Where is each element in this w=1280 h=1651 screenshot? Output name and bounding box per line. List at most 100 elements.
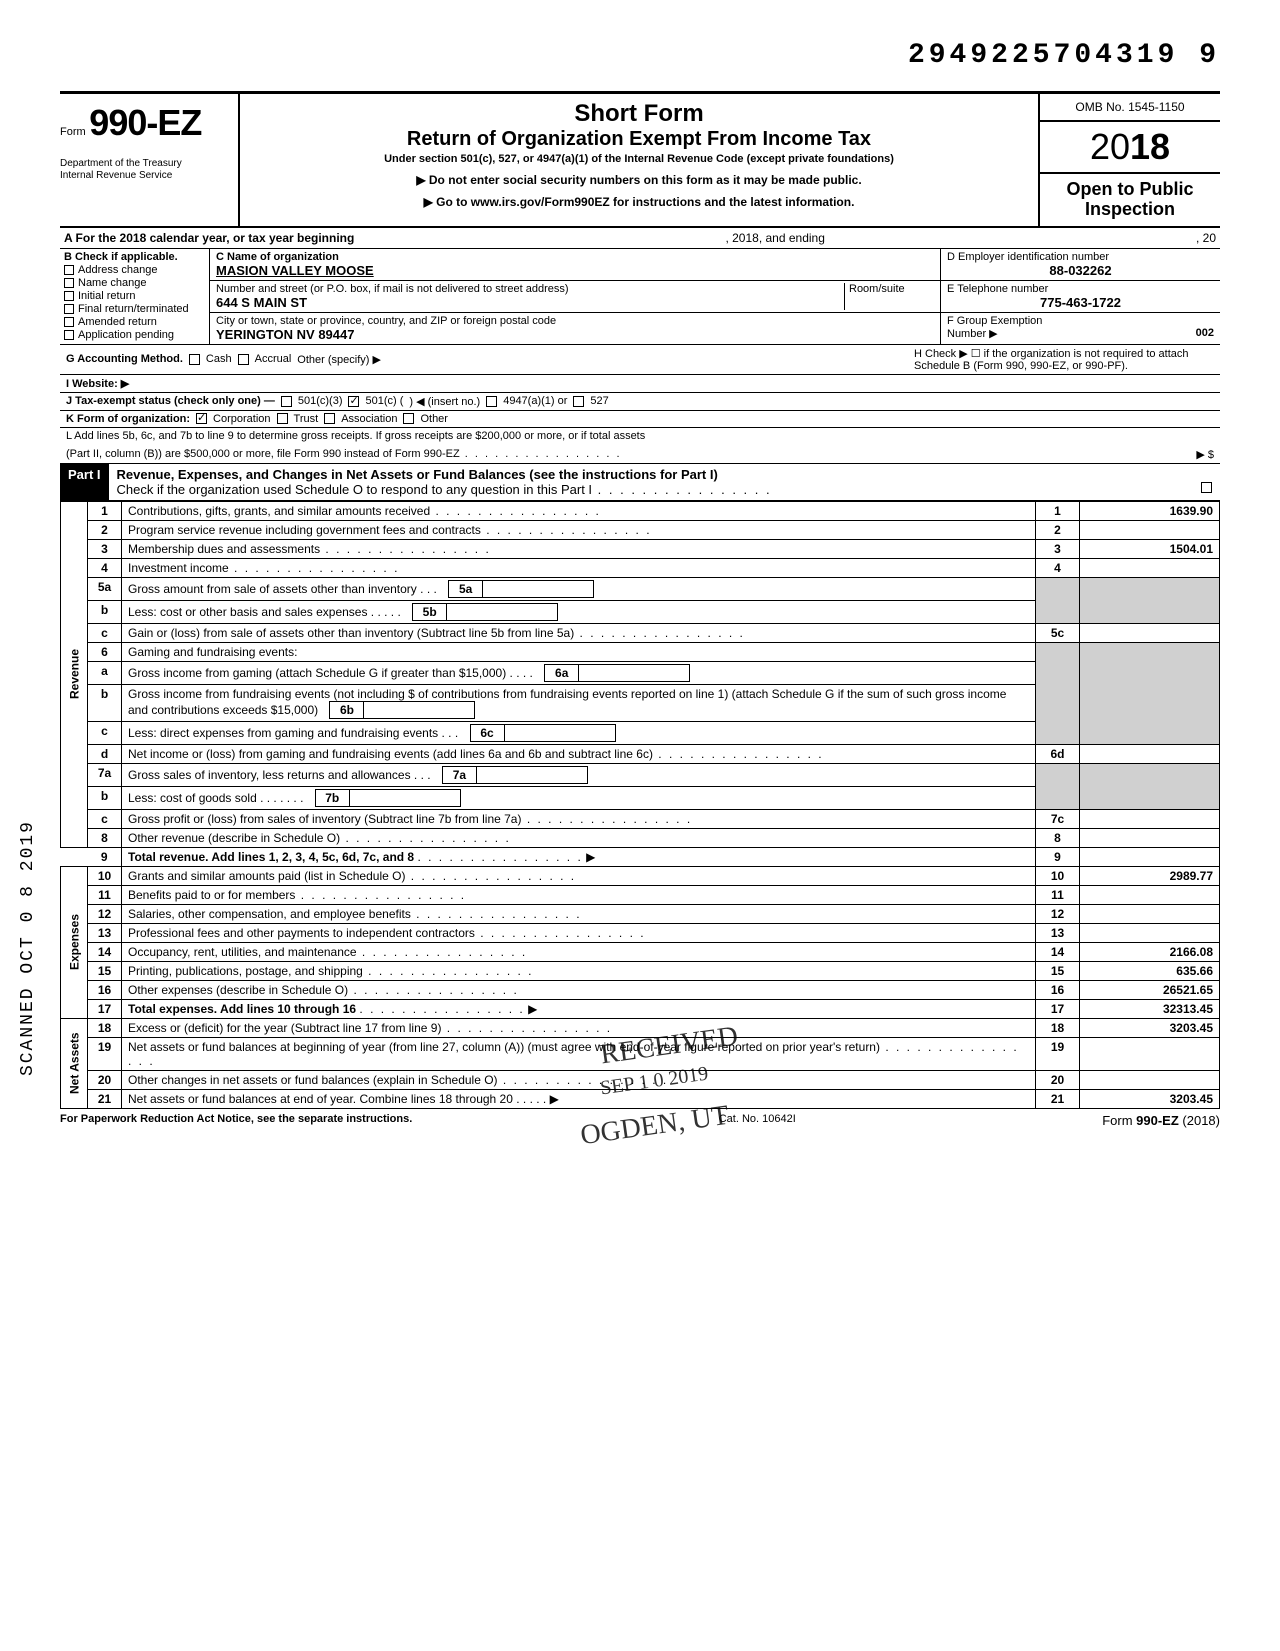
line-6d-desc: Net income or (loss) from gaming and fun… xyxy=(122,744,1036,763)
line-6b-num: b xyxy=(88,684,122,721)
k-assoc: Association xyxy=(341,413,397,425)
line-20-num: 20 xyxy=(88,1070,122,1089)
line-5a-desc: Gross amount from sale of assets other t… xyxy=(122,577,1036,600)
cb-name-change[interactable] xyxy=(64,278,74,288)
l-text-1: L Add lines 5b, 6c, and 7b to line 9 to … xyxy=(66,430,1214,442)
side-revenue: Revenue xyxy=(61,501,88,847)
line-2-num: 2 xyxy=(88,520,122,539)
cb-label-2: Initial return xyxy=(78,290,135,302)
city-label: City or town, state or province, country… xyxy=(216,315,934,327)
year-prefix: 20 xyxy=(1090,126,1130,167)
g-label: G Accounting Method. xyxy=(66,353,183,365)
h-note: H Check ▶ ☐ if the organization is not r… xyxy=(914,347,1214,372)
line-2-box: 2 xyxy=(1036,520,1080,539)
group-exemption-value: 002 xyxy=(1196,327,1214,339)
line-7c-box: 7c xyxy=(1036,809,1080,828)
line-20-desc: Other changes in net assets or fund bala… xyxy=(122,1070,1036,1089)
line-4-box: 4 xyxy=(1036,558,1080,577)
cb-trust[interactable] xyxy=(277,413,288,424)
line-5c-box: 5c xyxy=(1036,623,1080,642)
col-b-checkboxes: B Check if applicable. Address change Na… xyxy=(60,249,210,344)
line-3-box: 3 xyxy=(1036,539,1080,558)
cb-address-change[interactable] xyxy=(64,265,74,275)
cb-527[interactable] xyxy=(573,396,584,407)
line-15-amt: 635.66 xyxy=(1080,961,1220,980)
line-18-box: 18 xyxy=(1036,1018,1080,1037)
year-bold: 18 xyxy=(1130,126,1170,167)
row-a-right: , 20 xyxy=(1196,231,1216,245)
line-1-amt: 1639.90 xyxy=(1080,501,1220,520)
line-5c-amt xyxy=(1080,623,1220,642)
line-10-desc: Grants and similar amounts paid (list in… xyxy=(122,866,1036,885)
cb-501c[interactable] xyxy=(348,396,359,407)
cb-501c3[interactable] xyxy=(281,396,292,407)
line-9-box: 9 xyxy=(1036,847,1080,866)
line-6a-desc: Gross income from gaming (attach Schedul… xyxy=(122,661,1036,684)
cb-final-return[interactable] xyxy=(64,304,74,314)
cb-corp[interactable] xyxy=(196,413,207,424)
line-14-amt: 2166.08 xyxy=(1080,942,1220,961)
line-7c-desc: Gross profit or (loss) from sales of inv… xyxy=(122,809,1036,828)
line-12-num: 12 xyxy=(88,904,122,923)
j-c3: 501(c)(3) xyxy=(298,395,343,407)
part-1-check: Check if the organization used Schedule … xyxy=(117,482,772,497)
addr-label: Number and street (or P.O. box, if mail … xyxy=(216,283,844,295)
form-subtitle: Under section 501(c), 527, or 4947(a)(1)… xyxy=(248,153,1030,165)
line-13-desc: Professional fees and other payments to … xyxy=(122,923,1036,942)
line-8-desc: Other revenue (describe in Schedule O) xyxy=(122,828,1036,847)
tax-year: 2018 xyxy=(1040,122,1220,174)
col-b-header: B Check if applicable. xyxy=(64,251,205,263)
line-15-desc: Printing, publications, postage, and shi… xyxy=(122,961,1036,980)
g-accrual: Accrual xyxy=(255,353,292,365)
cb-pending[interactable] xyxy=(64,330,74,340)
cb-assoc[interactable] xyxy=(324,413,335,424)
line-6b-desc: Gross income from fundraising events (no… xyxy=(122,684,1036,721)
line-9-desc: Total revenue. Add lines 1, 2, 3, 4, 5c,… xyxy=(122,847,1036,866)
line-11-desc: Benefits paid to or for members xyxy=(122,885,1036,904)
org-info-grid: B Check if applicable. Address change Na… xyxy=(60,249,1220,345)
j-a1: 4947(a)(1) or xyxy=(503,395,567,407)
form-id-box: Form 990-EZ Department of the Treasury I… xyxy=(60,94,240,226)
f-label: F Group Exemption xyxy=(947,315,1042,327)
line-10-box: 10 xyxy=(1036,866,1080,885)
form-title-1: Short Form xyxy=(248,100,1030,128)
side-net-assets: Net Assets xyxy=(61,1018,88,1108)
cb-accrual[interactable] xyxy=(238,354,249,365)
cb-other[interactable] xyxy=(403,413,414,424)
line-6c-num: c xyxy=(88,721,122,744)
cb-4947[interactable] xyxy=(486,396,497,407)
line-8-box: 8 xyxy=(1036,828,1080,847)
line-1-box: 1 xyxy=(1036,501,1080,520)
line-18-desc: Excess or (deficit) for the year (Subtra… xyxy=(122,1018,1036,1037)
cb-cash[interactable] xyxy=(189,354,200,365)
line-19-desc: Net assets or fund balances at beginning… xyxy=(122,1037,1036,1070)
room-suite-label: Room/suite xyxy=(844,283,934,310)
line-5a-num: 5a xyxy=(88,577,122,600)
line-17-desc: Total expenses. Add lines 10 through 16 … xyxy=(122,999,1036,1018)
line-14-box: 14 xyxy=(1036,942,1080,961)
cb-amended[interactable] xyxy=(64,317,74,327)
line-10-amt: 2989.77 xyxy=(1080,866,1220,885)
part-1-title: Revenue, Expenses, and Changes in Net As… xyxy=(117,467,1212,482)
k-other: Other xyxy=(420,413,448,425)
line-11-num: 11 xyxy=(88,885,122,904)
cb-schedule-o[interactable] xyxy=(1201,482,1212,493)
part-1-label: Part I xyxy=(60,464,109,500)
line-15-box: 15 xyxy=(1036,961,1080,980)
line-6d-num: d xyxy=(88,744,122,763)
cb-label-4: Amended return xyxy=(78,316,157,328)
form-header: Form 990-EZ Department of the Treasury I… xyxy=(60,91,1220,228)
cb-initial-return[interactable] xyxy=(64,291,74,301)
line-17-num: 17 xyxy=(88,999,122,1018)
row-k: K Form of organization: Corporation Trus… xyxy=(60,411,1220,428)
cb-label-1: Name change xyxy=(78,277,147,289)
line-5b-num: b xyxy=(88,600,122,623)
k-corp: Corporation xyxy=(213,413,270,425)
line-6a-num: a xyxy=(88,661,122,684)
cb-label-3: Final return/terminated xyxy=(78,303,189,315)
line-11-box: 11 xyxy=(1036,885,1080,904)
org-city: YERINGTON NV 89447 xyxy=(216,327,934,342)
line-7c-num: c xyxy=(88,809,122,828)
line-6-num: 6 xyxy=(88,642,122,661)
line-5b-desc: Less: cost or other basis and sales expe… xyxy=(122,600,1036,623)
